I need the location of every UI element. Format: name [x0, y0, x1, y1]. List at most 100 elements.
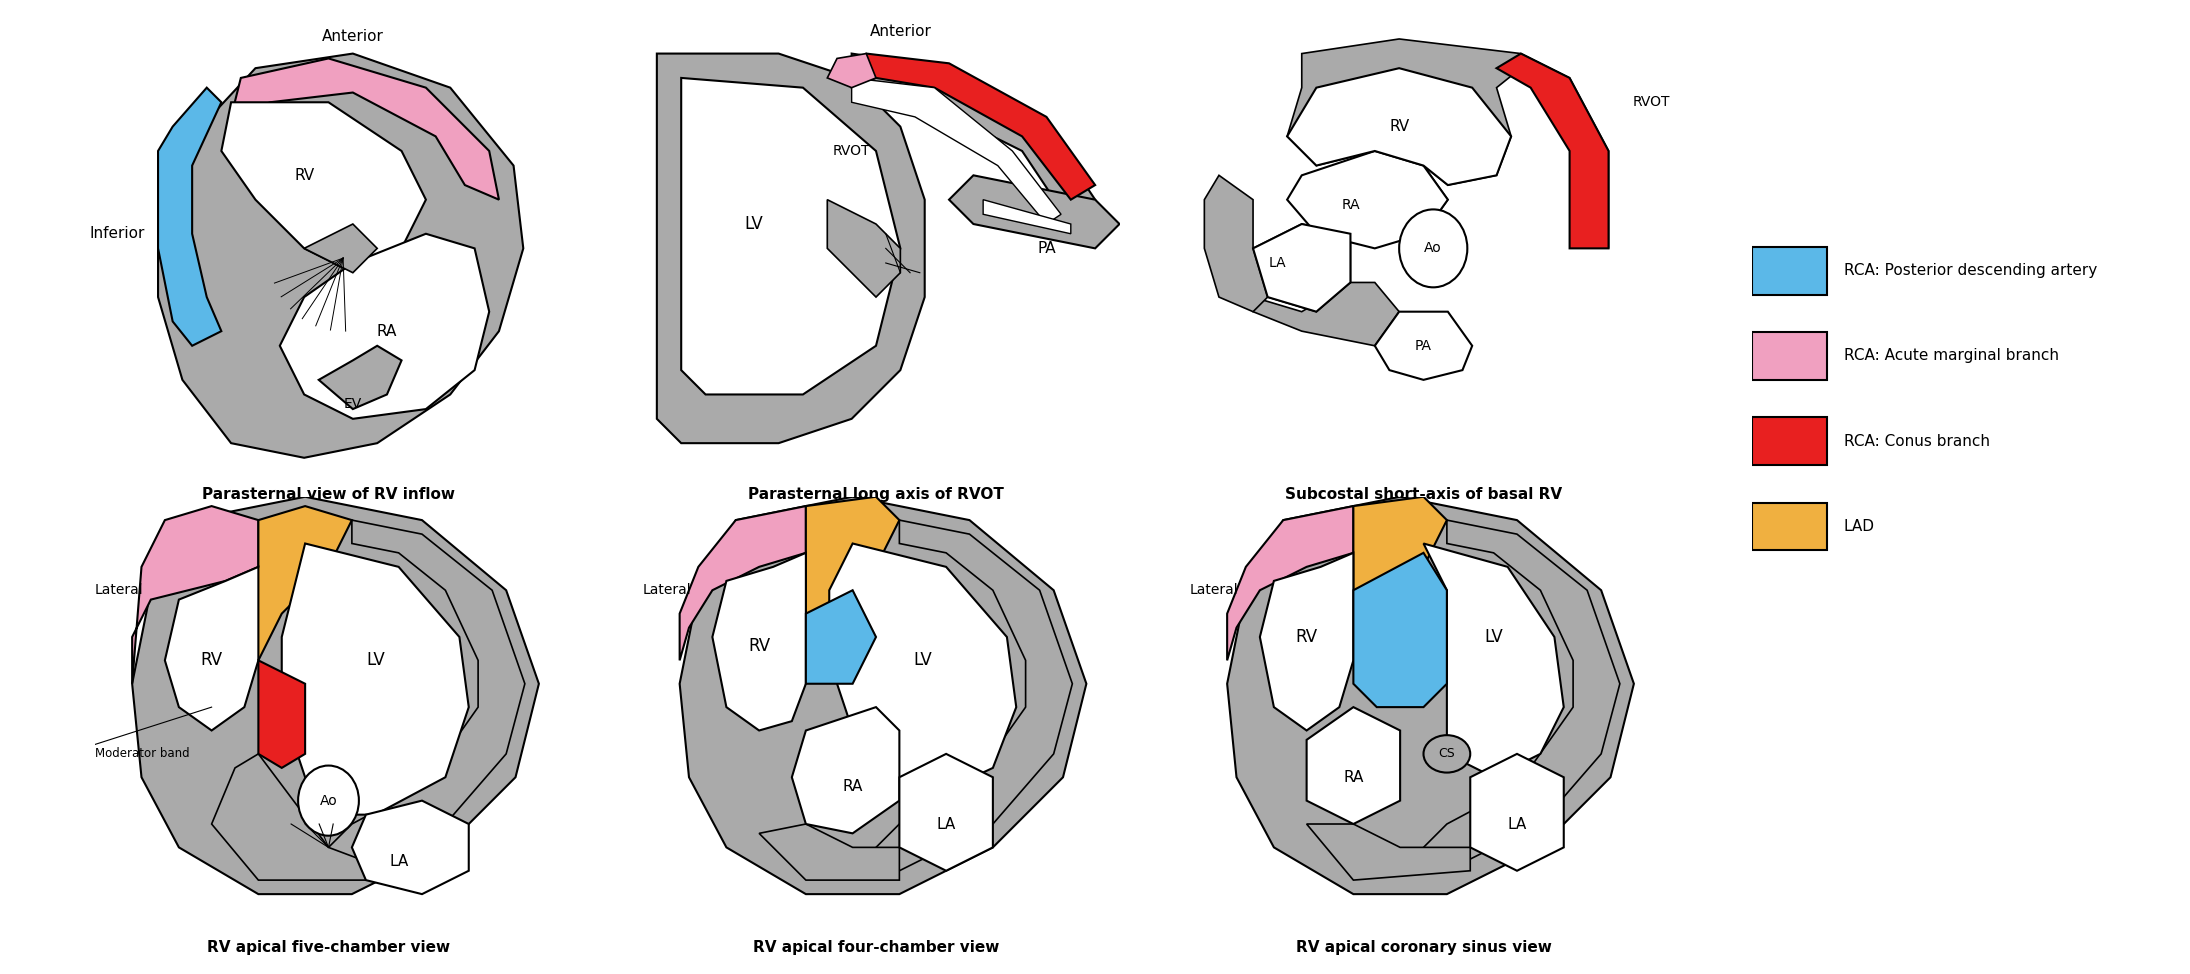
- Bar: [1752, 332, 1826, 380]
- Bar: [1752, 246, 1826, 294]
- Polygon shape: [852, 54, 1095, 224]
- Polygon shape: [320, 346, 401, 409]
- Polygon shape: [232, 58, 499, 200]
- Ellipse shape: [1424, 735, 1469, 772]
- Polygon shape: [1399, 520, 1621, 871]
- Polygon shape: [212, 754, 366, 880]
- Polygon shape: [1375, 151, 1448, 234]
- Polygon shape: [158, 88, 221, 346]
- Text: RVOT: RVOT: [832, 144, 869, 158]
- Text: RCA: Acute marginal branch: RCA: Acute marginal branch: [1844, 349, 2059, 363]
- Text: Parasternal view of RV inflow: Parasternal view of RV inflow: [201, 487, 456, 502]
- Polygon shape: [852, 78, 1062, 224]
- Text: Lateral: Lateral: [1189, 583, 1237, 597]
- Polygon shape: [1353, 553, 1448, 707]
- Text: PA: PA: [1415, 339, 1432, 353]
- Polygon shape: [164, 567, 258, 730]
- Text: LA: LA: [1507, 816, 1526, 832]
- Text: RV: RV: [749, 637, 771, 656]
- Polygon shape: [1288, 39, 1610, 248]
- Text: Ao: Ao: [320, 794, 337, 807]
- Polygon shape: [1253, 282, 1399, 346]
- Polygon shape: [712, 553, 806, 730]
- Polygon shape: [828, 200, 900, 297]
- Text: RCA: Posterior descending artery: RCA: Posterior descending artery: [1844, 263, 2096, 279]
- Polygon shape: [1204, 175, 1268, 312]
- Text: LV: LV: [745, 215, 764, 233]
- Polygon shape: [948, 175, 1119, 248]
- Text: RV apical coronary sinus view: RV apical coronary sinus view: [1296, 940, 1551, 955]
- Text: RV: RV: [1388, 119, 1408, 134]
- Polygon shape: [353, 801, 469, 894]
- Text: LAD: LAD: [1844, 519, 1875, 534]
- Text: PA: PA: [1038, 241, 1056, 256]
- Polygon shape: [679, 506, 806, 660]
- Text: EV: EV: [344, 397, 361, 411]
- Text: RV: RV: [201, 652, 223, 669]
- Polygon shape: [793, 707, 900, 834]
- Polygon shape: [679, 497, 1086, 894]
- Polygon shape: [1469, 754, 1564, 871]
- Polygon shape: [1375, 312, 1472, 380]
- Polygon shape: [258, 660, 304, 768]
- Polygon shape: [1307, 707, 1399, 824]
- Polygon shape: [852, 54, 1095, 200]
- Polygon shape: [681, 78, 900, 394]
- Text: LA: LA: [390, 854, 407, 869]
- Polygon shape: [983, 200, 1071, 234]
- Text: RV apical four-chamber view: RV apical four-chamber view: [753, 940, 999, 955]
- Text: RV: RV: [293, 168, 313, 183]
- Text: Lateral: Lateral: [94, 583, 142, 597]
- Text: RA: RA: [1340, 198, 1360, 211]
- Polygon shape: [1226, 506, 1353, 660]
- Polygon shape: [280, 234, 488, 419]
- Text: LV: LV: [913, 652, 933, 669]
- Polygon shape: [1307, 824, 1469, 880]
- Text: RV apical five-chamber view: RV apical five-chamber view: [206, 940, 451, 955]
- Polygon shape: [1424, 543, 1564, 777]
- Polygon shape: [657, 54, 924, 443]
- Polygon shape: [1253, 224, 1351, 312]
- Polygon shape: [283, 543, 469, 814]
- Text: LA: LA: [1268, 256, 1286, 270]
- Polygon shape: [221, 102, 425, 273]
- Ellipse shape: [1399, 209, 1467, 287]
- Text: Inferior: Inferior: [90, 226, 145, 242]
- Text: RVOT: RVOT: [1634, 95, 1671, 109]
- Polygon shape: [158, 54, 523, 458]
- Polygon shape: [131, 497, 539, 894]
- Polygon shape: [852, 520, 1073, 871]
- Polygon shape: [760, 824, 900, 880]
- Text: Anterior: Anterior: [869, 24, 931, 39]
- Polygon shape: [1329, 497, 1448, 684]
- Polygon shape: [1496, 54, 1610, 248]
- Text: Moderator band: Moderator band: [94, 747, 188, 761]
- Text: Parasternal long axis of RVOT: Parasternal long axis of RVOT: [749, 487, 1003, 502]
- Text: RV: RV: [1296, 628, 1318, 646]
- Polygon shape: [828, 54, 876, 88]
- Text: RA: RA: [377, 323, 396, 339]
- Text: LV: LV: [366, 652, 385, 669]
- Text: Lateral: Lateral: [642, 583, 690, 597]
- Polygon shape: [806, 590, 876, 684]
- Polygon shape: [1288, 68, 1511, 185]
- Polygon shape: [782, 497, 900, 684]
- Text: CS: CS: [1439, 747, 1454, 761]
- Polygon shape: [900, 754, 992, 871]
- Polygon shape: [830, 543, 1016, 801]
- Text: Ao: Ao: [1424, 242, 1443, 255]
- Polygon shape: [1226, 497, 1634, 894]
- Polygon shape: [304, 224, 377, 273]
- Text: Subcostal short-axis of basal RV: Subcostal short-axis of basal RV: [1286, 487, 1561, 502]
- Text: LV: LV: [1485, 628, 1502, 646]
- Polygon shape: [1253, 224, 1351, 312]
- Text: Anterior: Anterior: [322, 29, 383, 44]
- Text: RA: RA: [843, 779, 863, 794]
- Text: RCA: Conus branch: RCA: Conus branch: [1844, 433, 1989, 449]
- Bar: [1752, 417, 1826, 465]
- Bar: [1752, 503, 1826, 550]
- Polygon shape: [1259, 553, 1353, 730]
- Polygon shape: [1288, 151, 1448, 248]
- Polygon shape: [304, 520, 526, 871]
- Ellipse shape: [298, 766, 359, 836]
